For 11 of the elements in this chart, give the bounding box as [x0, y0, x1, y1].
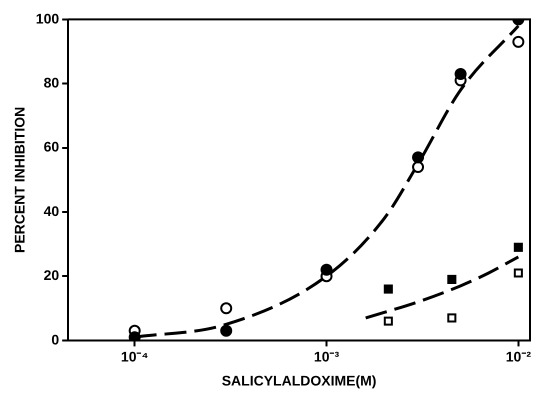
y-tick-label: 100: [36, 10, 60, 26]
x-tick-label: 10⁻²: [506, 348, 532, 365]
y-axis-title: PERCENT INHIBITION: [11, 106, 28, 254]
y-tick-label: 60: [44, 138, 60, 155]
x-axis-title: SALICYLALDOXIME(M): [222, 372, 376, 388]
y-tick-label: 80: [44, 74, 60, 90]
y-tick-label: 40: [44, 202, 60, 219]
y-tick-label: 20: [44, 267, 60, 284]
y-tick-label: 0: [51, 331, 60, 348]
x-tick-label: 10⁻³: [314, 348, 340, 365]
x-tick-label: 10⁻⁴: [120, 348, 149, 365]
